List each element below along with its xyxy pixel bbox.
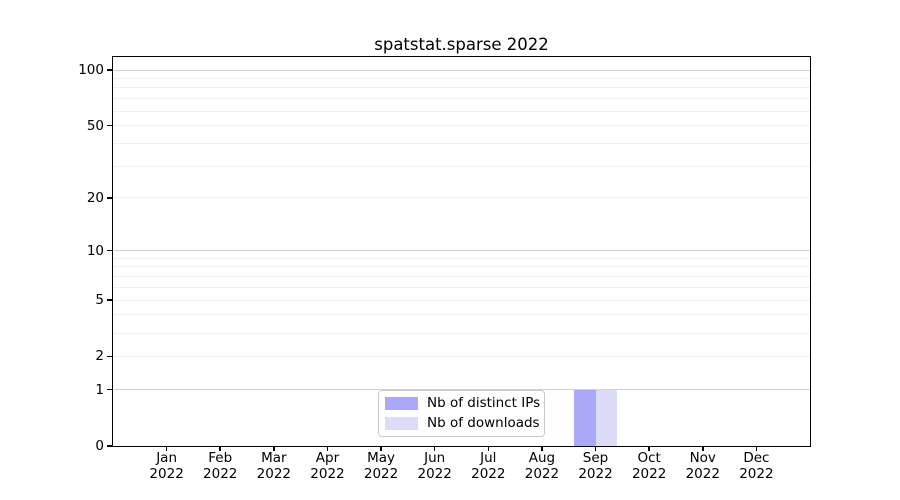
y-tick-mark: [107, 355, 112, 358]
gridline-minor: [113, 165, 810, 167]
gridline-minor: [113, 87, 810, 89]
x-tick-label: Aug 2022: [524, 450, 560, 482]
y-tick-label: 50: [86, 117, 104, 134]
y-tick-mark: [107, 197, 112, 199]
legend-swatch-distinct-ips: [385, 397, 418, 410]
y-tick-mark: [107, 124, 112, 127]
x-tick-mark: [380, 446, 382, 451]
x-tick-label: Mar 2022: [256, 450, 292, 482]
y-tick-label: 10: [86, 242, 104, 259]
gridline-major: [113, 389, 810, 391]
gridline-major: [113, 69, 810, 71]
gridline-minor: [113, 142, 810, 144]
x-tick-mark: [487, 446, 490, 451]
x-tick-mark: [326, 446, 329, 451]
gridline-minor: [113, 266, 810, 268]
x-tick-label: Apr 2022: [310, 450, 345, 482]
gridline-minor: [113, 314, 810, 316]
y-tick-mark: [107, 388, 112, 391]
x-tick-label: Jan 2022: [149, 450, 184, 482]
x-tick-label: Oct 2022: [631, 450, 667, 482]
y-tick-label: 2: [95, 348, 104, 365]
x-tick-mark: [219, 446, 221, 451]
y-tick-label: 20: [86, 189, 104, 206]
gridline-minor: [113, 98, 810, 100]
x-tick-mark: [648, 446, 650, 451]
x-tick-label: Nov 2022: [685, 450, 720, 482]
x-tick-mark: [273, 446, 275, 451]
y-tick-mark: [107, 249, 112, 252]
gridline-minor: [113, 197, 810, 199]
gridline-minor: [113, 276, 810, 278]
gridline-minor: [113, 125, 810, 127]
legend: Nb of distinct IPs Nb of downloads: [378, 390, 545, 437]
chart-title: spatstat.sparse 2022: [374, 35, 549, 54]
x-tick-label: Feb 2022: [203, 450, 238, 482]
gridline-minor: [113, 286, 810, 288]
x-tick-label: Dec 2022: [739, 450, 774, 482]
gridline-minor: [113, 110, 810, 112]
y-tick-mark: [107, 299, 112, 301]
bar-distinct-ips: [574, 389, 596, 446]
x-tick-mark: [165, 446, 168, 451]
legend-item-distinct-ips: Nb of distinct IPs: [385, 396, 544, 411]
y-tick-label: 5: [95, 292, 104, 309]
gridline-minor: [113, 332, 810, 334]
gridline-major: [113, 250, 810, 252]
legend-item-downloads: Nb of downloads: [385, 416, 544, 431]
x-tick-label: Sep 2022: [578, 450, 613, 482]
plot-area: [111, 55, 811, 447]
y-tick-label: 100: [78, 62, 104, 78]
x-tick-mark: [541, 446, 543, 451]
x-tick-mark: [702, 446, 704, 451]
x-tick-label: Jun 2022: [417, 450, 452, 482]
x-tick-mark: [433, 446, 436, 451]
gridline-minor: [113, 299, 810, 301]
legend-label-distinct-ips: Nb of distinct IPs: [427, 395, 541, 411]
legend-swatch-downloads: [385, 417, 418, 430]
gridline-minor: [113, 355, 810, 357]
x-tick-mark: [755, 446, 758, 451]
y-tick-mark: [107, 69, 112, 71]
gridline-minor: [113, 257, 810, 259]
x-tick-label: May 2022: [363, 450, 399, 482]
gridline-minor: [113, 77, 810, 79]
bar-downloads: [595, 389, 617, 446]
x-tick-mark: [594, 446, 597, 451]
legend-label-downloads: Nb of downloads: [427, 415, 540, 431]
y-tick-mark: [107, 445, 112, 447]
y-tick-label: 1: [95, 381, 104, 398]
x-tick-label: Jul 2022: [471, 450, 506, 482]
y-tick-label: 0: [95, 438, 104, 454]
